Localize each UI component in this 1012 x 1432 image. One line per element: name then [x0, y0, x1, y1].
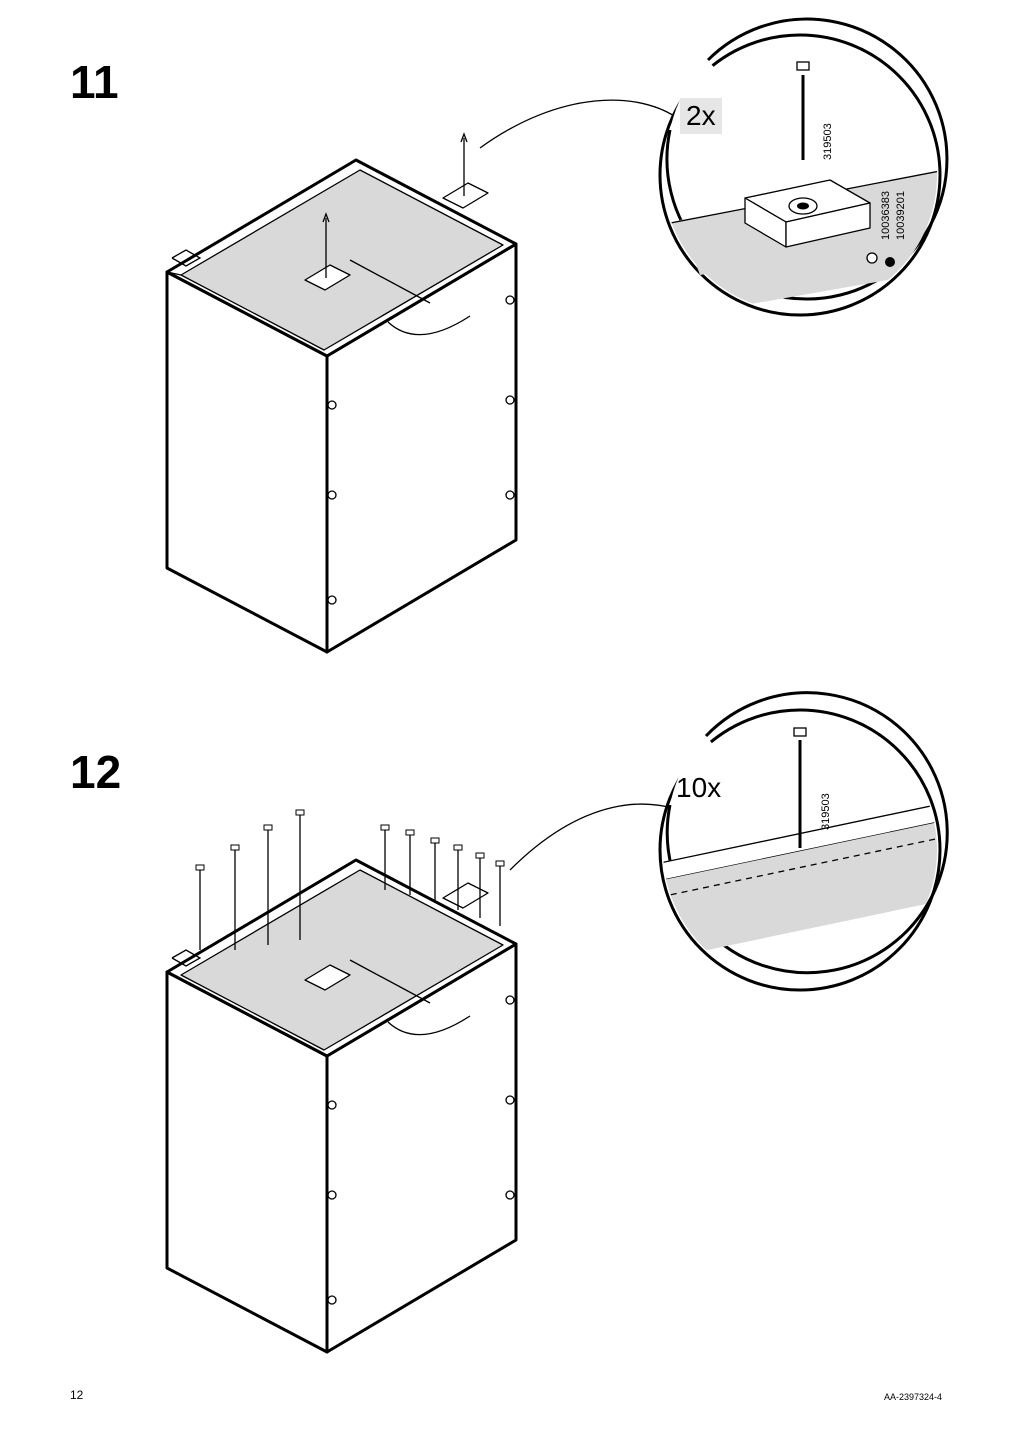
step11-illustration [0, 0, 1012, 1432]
qty-label-step11: 2x [680, 98, 722, 134]
bracket-part-b-step11: 10039201 [895, 191, 907, 240]
doc-id: AA-2397324-4 [884, 1392, 942, 1402]
bracket-part-a-step11: 10036383 [880, 191, 892, 240]
step11-detail-circle [660, 19, 947, 320]
qty-label-step12: 10x [676, 772, 721, 804]
nail-part-step11: 319503 [822, 123, 834, 160]
step-number-12: 12 [70, 745, 121, 799]
page-number: 12 [70, 1388, 83, 1402]
nail-part-step12: 319503 [820, 793, 832, 830]
